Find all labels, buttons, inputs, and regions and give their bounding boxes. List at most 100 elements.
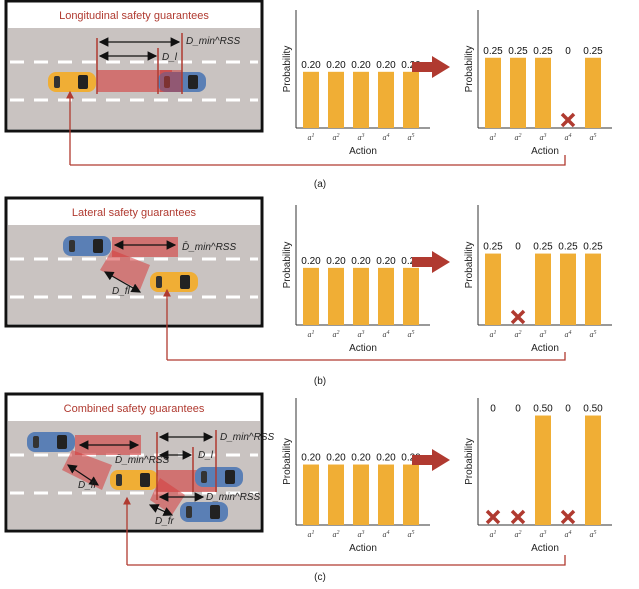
data-label: 0.25 [583, 46, 603, 57]
data-label: 0.20 [351, 60, 371, 71]
data-label: 0.20 [326, 256, 346, 267]
x-tick-label: a5 [590, 133, 597, 142]
x-tick-label: a1 [490, 530, 497, 539]
lateral-distance-arrow [148, 504, 174, 516]
bar-a3 [353, 464, 369, 525]
x-tick-label: a4 [383, 132, 390, 142]
chart-b-before: Probability Action 0.20 a1 0.20 a2 0.20 a3 0.20 a… [282, 205, 430, 354]
y-axis-label: Probability [464, 46, 475, 93]
data-label: 0.20 [401, 453, 421, 464]
panel-title: Combined safety guarantees [64, 403, 205, 415]
bar-a2 [510, 57, 526, 129]
x-tick-label: a2 [515, 133, 522, 142]
panel-caption: (a) [314, 179, 326, 190]
data-label: 0.25 [533, 46, 553, 57]
data-label: 0.20 [376, 60, 396, 71]
adjacent-car [27, 432, 75, 452]
bar-a5 [585, 253, 601, 325]
x-tick-label: a3 [540, 330, 547, 339]
excluded-action-x-icon [510, 509, 526, 525]
ego-car [110, 470, 158, 490]
data-label: 0 [565, 46, 571, 57]
x-tick-label: a4 [383, 529, 390, 539]
bar-a4 [378, 71, 394, 128]
data-label: 0.25 [508, 46, 528, 57]
x-tick-label: a5 [408, 330, 415, 339]
dimension-label: D_fl [78, 480, 97, 491]
y-axis-label: Probability [464, 242, 475, 289]
scenario-panel-a: Longitudinal safety guarantees (a) D_min^R… [4, 0, 326, 190]
x-tick-label: a4 [565, 529, 572, 539]
bar-a2 [328, 267, 344, 325]
panel-title: Lateral safety guarantees [72, 207, 197, 219]
x-tick-label: a2 [515, 330, 522, 339]
connector-line [70, 155, 566, 166]
x-tick-label: a2 [333, 330, 340, 339]
x-tick-label: a1 [308, 530, 315, 539]
unsafe-zone [97, 70, 172, 92]
x-tick-label: a4 [565, 329, 572, 339]
x-axis-label: Action [531, 146, 559, 157]
x-axis-label: Action [531, 343, 559, 354]
ego-car [150, 272, 198, 292]
ego-car [48, 72, 96, 92]
dimension-label: D_fl [112, 286, 131, 297]
bar-a5 [403, 267, 419, 325]
data-label: 0.25 [558, 242, 578, 253]
data-label: 0.20 [376, 453, 396, 464]
lateral-distance-arrow [103, 271, 142, 293]
excluded-action-x-icon [560, 112, 576, 128]
excluded-action-x-icon [560, 509, 576, 525]
panel-title: Longitudinal safety guarantees [59, 10, 209, 22]
bar-a5 [403, 464, 419, 525]
lead-car [195, 467, 243, 487]
data-label: 0.20 [351, 256, 371, 267]
data-label: 0.20 [301, 453, 321, 464]
data-label: 0.50 [533, 404, 553, 415]
data-label: 0 [490, 404, 496, 415]
x-tick-label: a3 [540, 530, 547, 539]
lateral-distance-arrow [67, 464, 99, 486]
bar-a5 [585, 57, 601, 129]
transform-arrow-icon [412, 251, 450, 273]
data-label: 0.25 [483, 46, 503, 57]
x-tick-label: a1 [490, 330, 497, 339]
x-tick-label: a3 [358, 530, 365, 539]
bar-a1 [303, 464, 319, 525]
bar-a3 [535, 415, 551, 525]
excluded-action-x-icon [510, 309, 526, 325]
y-axis-label: Probability [282, 438, 293, 485]
chart-a-after: Probability Action 0.25 a1 0.25 a2 0.25 a3 0 a4 0.… [464, 10, 612, 157]
dimension-label: D_min^RSS [220, 432, 274, 443]
x-axis-label: Action [349, 146, 377, 157]
bar-a5 [585, 415, 601, 525]
dimension-label: D_min^RSS [206, 492, 260, 503]
data-label: 0.20 [326, 453, 346, 464]
right-adjacent-car [180, 502, 228, 522]
bar-a3 [535, 57, 551, 129]
dimension-label: D_min^RSS [186, 36, 240, 47]
x-tick-label: a2 [333, 530, 340, 539]
x-tick-label: a3 [540, 133, 547, 142]
dimension-label: D_fr [155, 516, 175, 527]
x-tick-label: a1 [490, 133, 497, 142]
bar-a3 [535, 253, 551, 325]
data-label: 0.20 [401, 256, 421, 267]
dimension-label: D̄_min^RSS [115, 453, 169, 466]
panel-caption: (c) [314, 572, 326, 583]
bar-a4 [378, 464, 394, 525]
chart-a-before: Probability Action 0.20 a1 0.20 a2 0.20 a3 0.20 a… [282, 10, 430, 157]
data-label: 0.20 [376, 256, 396, 267]
data-label: 0.20 [401, 60, 421, 71]
data-label: 0 [565, 404, 571, 415]
x-tick-label: a5 [590, 530, 597, 539]
y-axis-label: Probability [464, 438, 475, 485]
data-label: 0 [515, 242, 521, 253]
data-label: 0 [515, 404, 521, 415]
x-axis-label: Action [349, 543, 377, 554]
x-tick-label: a5 [590, 330, 597, 339]
data-label: 0.20 [326, 60, 346, 71]
chart-c-after: Probability Action 0 a1 0 a2 0.50 a3 0 a4 0.50 a5 [464, 398, 612, 554]
x-axis-label: Action [349, 343, 377, 354]
